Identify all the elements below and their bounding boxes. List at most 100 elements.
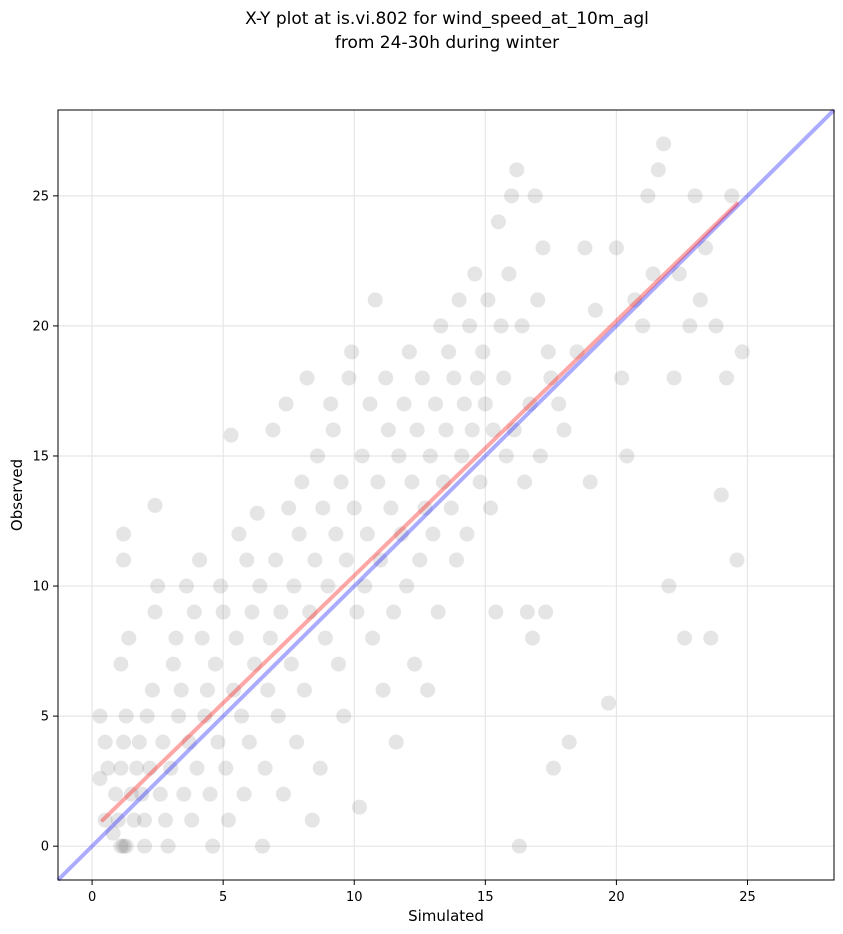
data-point — [328, 526, 344, 542]
data-point — [441, 344, 457, 360]
data-point — [97, 734, 113, 750]
data-point — [472, 474, 488, 490]
data-point — [349, 604, 365, 620]
data-point — [265, 422, 281, 438]
data-point — [719, 370, 735, 386]
data-point — [414, 370, 430, 386]
data-point — [131, 734, 147, 750]
data-point — [459, 526, 475, 542]
data-point — [438, 422, 454, 438]
data-point — [388, 734, 404, 750]
data-point — [525, 630, 541, 646]
data-point — [464, 422, 480, 438]
data-point — [703, 630, 719, 646]
data-point — [168, 630, 184, 646]
data-point — [475, 344, 491, 360]
data-point — [399, 578, 415, 594]
data-point — [192, 552, 208, 568]
data-point — [218, 760, 234, 776]
data-point — [443, 500, 459, 516]
data-point — [724, 188, 740, 204]
data-point — [401, 344, 417, 360]
data-point — [462, 318, 478, 334]
data-point — [551, 396, 567, 412]
data-point — [254, 838, 270, 854]
data-point — [108, 786, 124, 802]
data-point — [501, 266, 517, 282]
data-point — [635, 318, 651, 334]
data-point — [223, 427, 239, 443]
data-point — [123, 786, 139, 802]
data-point — [407, 656, 423, 672]
data-point — [666, 370, 682, 386]
data-point — [509, 162, 525, 178]
data-point — [144, 682, 160, 698]
data-point — [333, 474, 349, 490]
data-point — [561, 734, 577, 750]
data-point — [134, 786, 150, 802]
data-point — [262, 630, 278, 646]
data-point — [220, 812, 236, 828]
data-point — [365, 630, 381, 646]
data-point — [582, 474, 598, 490]
data-point — [522, 396, 538, 412]
data-point — [687, 188, 703, 204]
data-point — [157, 812, 173, 828]
data-point — [176, 786, 192, 802]
data-point — [281, 500, 297, 516]
data-point — [391, 448, 407, 464]
data-point — [299, 370, 315, 386]
data-point — [275, 786, 291, 802]
y-tick-label: 0 — [41, 840, 49, 855]
data-point — [640, 188, 656, 204]
data-point — [713, 487, 729, 503]
data-point — [336, 708, 352, 724]
data-point — [97, 812, 113, 828]
data-point — [425, 526, 441, 542]
data-point — [601, 695, 617, 711]
data-point — [493, 318, 509, 334]
data-point — [171, 708, 187, 724]
data-point — [498, 448, 514, 464]
data-point — [627, 292, 643, 308]
data-point — [121, 630, 137, 646]
data-point — [152, 786, 168, 802]
data-point — [692, 292, 708, 308]
data-point — [147, 604, 163, 620]
data-point — [100, 760, 116, 776]
plot-frame — [57, 109, 835, 881]
data-point — [268, 552, 284, 568]
data-point — [483, 500, 499, 516]
data-point — [380, 422, 396, 438]
data-point — [199, 682, 215, 698]
data-point — [118, 838, 134, 854]
data-point — [490, 214, 506, 230]
data-point — [532, 448, 548, 464]
data-point — [619, 448, 635, 464]
data-point — [393, 526, 409, 542]
data-point — [291, 526, 307, 542]
data-point — [480, 292, 496, 308]
scatter-points — [92, 136, 750, 854]
data-point — [163, 760, 179, 776]
data-point — [341, 370, 357, 386]
data-point — [231, 526, 247, 542]
data-point — [504, 188, 520, 204]
data-point — [344, 344, 360, 360]
data-point — [511, 838, 527, 854]
data-point — [197, 708, 213, 724]
data-point — [116, 734, 132, 750]
data-point — [370, 474, 386, 490]
data-point — [545, 760, 561, 776]
data-point — [677, 630, 693, 646]
data-point — [650, 162, 666, 178]
data-point — [357, 578, 373, 594]
data-point — [456, 396, 472, 412]
chart-title-line1: X-Y plot at is.vi.802 for wind_speed_at_… — [245, 9, 649, 29]
data-point — [241, 734, 257, 750]
data-point — [446, 370, 462, 386]
x-tick-label: 25 — [739, 890, 756, 905]
data-point — [155, 734, 171, 750]
y-axis-label: Observed — [8, 459, 26, 531]
data-point — [320, 578, 336, 594]
